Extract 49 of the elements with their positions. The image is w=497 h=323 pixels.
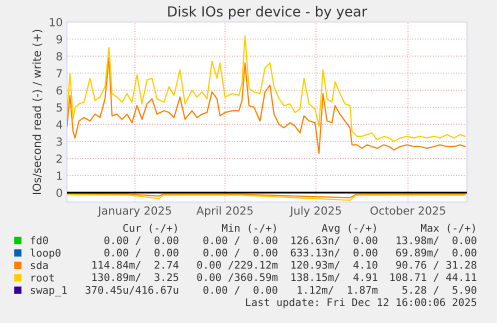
text: Cur (-/+) — [123, 224, 177, 234]
text: 0.00 / 0.00 — [104, 236, 178, 246]
text: 108.71 / 44.11 — [390, 273, 476, 282]
y-axis-title: IOs/second read (-) / write (+) — [32, 30, 42, 194]
text: 633.13n/ 0.00 — [290, 248, 378, 258]
y-tick-label: 8 — [56, 52, 62, 61]
y-tick-label: 9 — [56, 35, 62, 44]
y-tick-label: 0 — [56, 188, 62, 197]
legend-label: swap_1 — [30, 286, 67, 296]
legend-label: sda — [30, 261, 48, 270]
text: 120.93m/ 4.10 — [291, 260, 378, 270]
text: 13.98m/ 0.00 — [396, 236, 476, 246]
text: 114.84m/ 2.74 — [92, 260, 179, 270]
text: 130.89m/ 3.25 — [92, 273, 178, 282]
legend-label: fd0 — [30, 236, 48, 244]
y-tick-label: 5 — [56, 103, 62, 112]
y-tick-label: 7 — [56, 69, 62, 78]
text: 5.28 / 5.90 — [402, 286, 476, 295]
text: 0.00 / 0.00 — [203, 236, 278, 246]
y-tick-label: 1 — [56, 172, 62, 180]
text: Min (-/+) — [222, 224, 276, 234]
text: 0.00 / 0.00 — [203, 248, 278, 258]
y-tick-label: 2 — [56, 154, 62, 163]
text: Max (-/+) — [420, 224, 475, 234]
text: 138.15m/ 4.91 — [291, 273, 378, 282]
x-tick-label: July 2025 — [290, 206, 341, 217]
x-tick-label: January 2025 — [97, 206, 171, 217]
line-series — [67, 35, 466, 142]
text: Last update: Fri Dec 12 16:00:06 2025 — [246, 298, 476, 308]
x-tick-label: April 2025 — [196, 206, 253, 217]
chart-title: Disk IOs per device - by year — [168, 6, 368, 20]
y-tick-label: 4 — [56, 120, 62, 129]
text: 0.00 /360.59m — [197, 273, 278, 282]
text: 90.76 / 31.28 — [396, 260, 476, 270]
x-tick-label: October 2025 — [370, 206, 446, 215]
text: 69.89m/ 0.00 — [396, 248, 476, 258]
y-tick-label: 10 — [50, 18, 62, 26]
text: Avg (-/+) — [322, 224, 376, 234]
text: 370.45u/416.67u — [86, 286, 178, 295]
text: 0.00 / 0.00 — [203, 286, 278, 295]
legend-label: loop0 — [30, 248, 60, 259]
text: 1.12m/ 1.87m — [298, 286, 378, 295]
y-tick-label: 6 — [56, 86, 62, 95]
text: 126.63n/ 0.00 — [291, 236, 378, 246]
text: 0.00 / 0.00 — [104, 248, 178, 258]
text: 0.00 /229.12m — [197, 260, 278, 270]
line-series — [67, 57, 466, 154]
legend-label: root — [32, 274, 54, 282]
y-tick-label: 3 — [56, 137, 62, 146]
